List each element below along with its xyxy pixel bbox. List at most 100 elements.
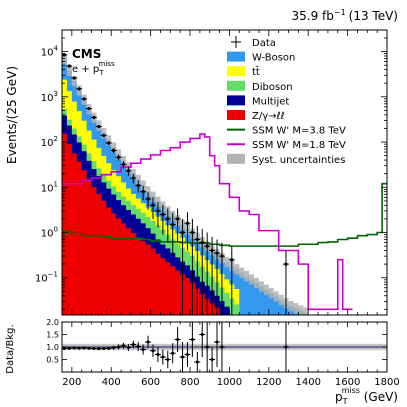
data-point [76,87,83,91]
legend-entry: Syst. uncertainties [227,153,345,166]
legend-swatch [227,51,245,62]
legend-label: W-Boson [252,53,295,64]
legend-label: tt̄ [252,65,260,78]
data-point [154,202,161,228]
ratio-marker [112,346,116,350]
ratio-point [159,349,166,365]
syst-bin [273,291,279,302]
ratio-point [145,335,152,349]
syst-bin [135,174,141,186]
syst-bin [263,284,269,295]
syst-bin [140,180,146,191]
legend-entry: SSM W' M=1.8 TeV [227,140,346,151]
legend-entry: Diboson [227,80,293,93]
syst-bin [116,149,122,160]
x-tick-label: 800 [180,377,199,388]
ratio-marker [136,345,140,348]
syst-bin [101,127,107,139]
data-point [150,197,156,219]
signal-ssm-w-m-1-8-tev [62,133,353,311]
syst-bin [298,305,304,315]
ratio-x-axis: 200 400 600 800 1000 1200 1400 1600 1800 [61,322,400,388]
syst-bin [145,186,151,197]
ratio-marker [141,348,145,351]
ratio-contents [62,322,387,372]
ratio-marker [161,355,165,359]
data-marker [141,190,145,194]
data-point [218,242,225,315]
legend-entry: W-Boson [227,51,295,64]
data-marker [284,262,288,266]
syst-bin [254,277,259,289]
ratio-point [184,342,191,367]
data-marker [72,76,76,80]
data-marker [136,183,140,188]
ratio-point [130,340,137,349]
data-marker [195,237,199,242]
data-point [184,212,191,251]
ratio-marker [215,340,219,344]
x-tick-label: 200 [62,377,81,388]
legend-label: SSM W' M=3.8 TeV [252,126,346,137]
x-tick-label: 1600 [335,377,360,388]
ratio-point [115,344,122,350]
ratio-panel: 0.5 1.0 1.5 2.0 200 400 600 800 1000 1200 1400 160… [5,318,400,388]
data-marker [220,254,224,258]
ratio-point [204,322,211,372]
ratio-y-tick-label: 0.5 [46,356,59,365]
data-marker [92,115,96,120]
data-marker [166,217,170,221]
legend-label: Z/γ→ℓℓ [252,111,285,122]
syst-bin [239,267,245,278]
data-marker [112,148,116,153]
syst-bin [303,307,309,315]
syst-bin [71,76,77,87]
data-point [159,204,166,235]
ratio-marker [185,353,189,356]
syst-bin [258,281,264,292]
x-tick-label: 1000 [217,377,242,388]
ratio-point [120,342,127,349]
ratio-marker [77,346,81,350]
ratio-point [135,342,142,351]
ratio-point [199,322,206,357]
legend-entry: Multijet [227,95,289,107]
data-marker [185,221,190,225]
ratio-point [189,322,196,357]
ratio-marker [176,338,180,341]
legend-swatch [227,66,245,77]
data-point [135,180,142,193]
luminosity-label: 35.9 fb−1 (13 TeV) [291,8,398,23]
legend-label: Data [252,38,276,49]
y-tick-label: 10−1 [35,271,58,285]
ratio-y-tick-label: 2.0 [46,318,59,327]
ratio-marker [126,346,130,349]
legend-swatch [227,80,245,91]
data-point [282,250,289,315]
x-tick-label: 1400 [295,377,320,388]
syst-bin [278,294,284,306]
data-point [120,161,127,169]
data-point [66,64,73,68]
ratio-marker [117,345,121,349]
y-axis-label: Events/(25 GeV) [5,66,19,164]
ratio-marker [156,353,160,356]
data-marker [67,64,71,68]
syst-bin [66,65,72,77]
ratio-point [125,344,132,351]
ratio-point [218,322,225,372]
data-point [81,97,88,101]
data-marker [210,248,214,253]
ratio-y-tick-label: 1.5 [46,331,59,340]
ratio-point [214,322,221,367]
x-axis-label: pTmiss (GeV) [335,386,398,406]
ratio-marker [166,358,170,361]
syst-bin [244,270,250,282]
main-x-ticks [61,30,388,315]
ratio-y-axis: 0.5 1.0 1.5 2.0 [46,318,387,365]
legend-label: Diboson [252,82,293,93]
syst-bin [155,196,161,207]
data-point [164,208,171,243]
